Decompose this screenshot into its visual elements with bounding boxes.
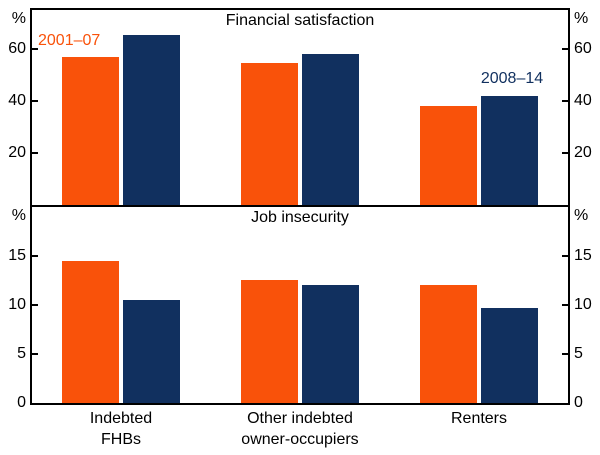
y-tick-mark <box>32 152 38 154</box>
bar-2008-14-indebted-fhbs <box>123 300 180 403</box>
category-line: FHBs <box>101 431 141 448</box>
y-tick-mark <box>32 353 38 355</box>
bar-2001-07-indebted-fhbs <box>62 57 119 205</box>
bar-2001-07-renters <box>420 285 477 403</box>
series-label-2001-07: 2001–07 <box>38 32 101 49</box>
bar-2008-14-renters <box>481 96 538 205</box>
y-tick-label-left-job-insecurity-10: 10 <box>8 296 26 313</box>
y-tick-label-right-financial-satisfaction-40: 40 <box>574 92 592 109</box>
y-tick-mark <box>32 255 38 257</box>
y-tick-label-right-pct-0: % <box>574 10 589 27</box>
y-tick-mark <box>32 304 38 306</box>
y-tick-label-left-pct-0: % <box>11 10 26 27</box>
category-line: Renters <box>450 410 508 427</box>
panel-job-insecurity: Job insecurity <box>32 207 568 403</box>
y-tick-mark <box>562 304 568 306</box>
bar-2008-14-renters <box>481 308 538 403</box>
y-tick-mark <box>562 152 568 154</box>
y-tick-label-left-pct-1: % <box>11 207 26 224</box>
panel-financial-satisfaction: Financial satisfaction 2001–07 2008–14 <box>32 10 568 205</box>
y-tick-mark <box>562 353 568 355</box>
bar-2001-07-other-indebted-owner-occupiers <box>241 280 298 403</box>
y-tick-label-right-job-insecurity-15: 15 <box>574 247 592 264</box>
y-tick-mark <box>32 48 38 50</box>
y-tick-label-right-financial-satisfaction-20: 20 <box>574 144 592 161</box>
category-line: owner-occupiers <box>241 431 359 448</box>
y-tick-label-right-job-insecurity-10: 10 <box>574 296 592 313</box>
panel-divider <box>32 205 568 207</box>
y-tick-label-left-job-insecurity-15: 15 <box>8 247 26 264</box>
bar-2001-07-other-indebted-owner-occupiers <box>241 63 298 205</box>
y-tick-label-left-financial-satisfaction-20: 20 <box>8 144 26 161</box>
y-tick-label-right-pct-1: % <box>574 207 589 224</box>
y-tick-label-left-financial-satisfaction-40: 40 <box>8 92 26 109</box>
y-tick-label-right-job-insecurity-5: 5 <box>574 345 583 362</box>
category-line: Indebted <box>89 410 153 427</box>
y-tick-mark <box>562 255 568 257</box>
bar-2001-07-renters <box>420 106 477 205</box>
y-tick-label-left-financial-satisfaction-60: 60 <box>8 40 26 57</box>
y-tick-label-left-job-insecurity-5: 5 <box>17 345 26 362</box>
bar-2008-14-other-indebted-owner-occupiers <box>302 285 359 403</box>
plot-area: Financial satisfaction 2001–07 2008–14 J… <box>30 8 570 405</box>
series-label-2008-14: 2008–14 <box>480 70 544 87</box>
y-tick-mark <box>32 100 38 102</box>
y-tick-label-right-financial-satisfaction-60: 60 <box>574 40 592 57</box>
bar-2008-14-other-indebted-owner-occupiers <box>302 54 359 205</box>
panel-title-job-insecurity: Job insecurity <box>251 209 349 226</box>
category-label-indebted-fhbs: Indebted FHBs <box>31 408 211 450</box>
x-axis-labels: Indebted FHBs Other indebted owner-occup… <box>0 408 600 454</box>
y-tick-mark <box>562 48 568 50</box>
y-tick-mark <box>562 100 568 102</box>
bar-2008-14-indebted-fhbs <box>123 35 180 205</box>
category-line: Other indebted <box>247 410 353 427</box>
panel-title-financial-satisfaction: Financial satisfaction <box>225 12 375 29</box>
bar-2001-07-indebted-fhbs <box>62 261 119 403</box>
category-label-renters: Renters <box>389 408 569 429</box>
category-label-other-indebted-owner-occupiers: Other indebted owner-occupiers <box>210 408 390 450</box>
